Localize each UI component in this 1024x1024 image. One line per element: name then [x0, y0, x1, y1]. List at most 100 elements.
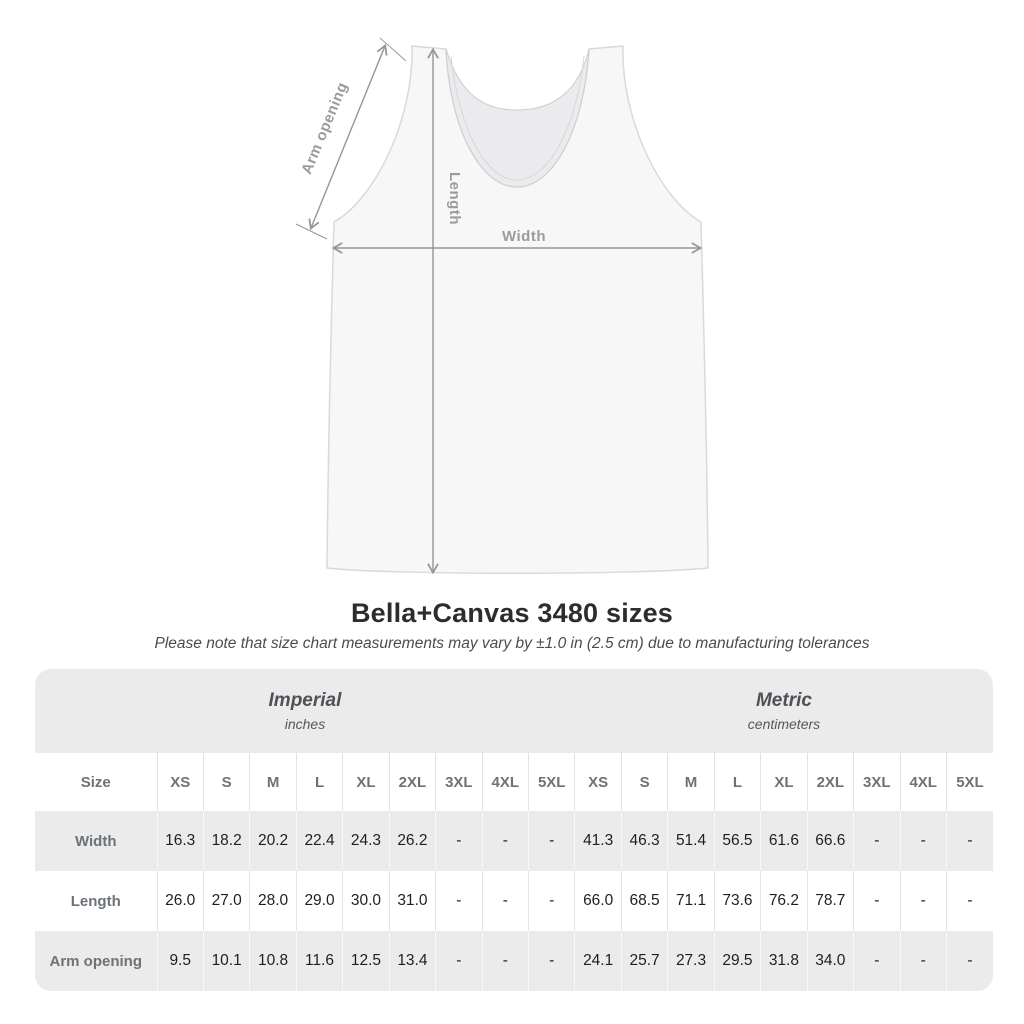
size-header-metric-s: S — [620, 753, 668, 811]
value-cell: 34.0 — [806, 931, 854, 991]
value-cell: 10.8 — [249, 931, 297, 991]
length-dimension-label: Length — [446, 172, 463, 225]
size-header-metric-3xl: 3XL — [853, 753, 900, 811]
neckline-binding — [450, 55, 585, 181]
value-cell: - — [853, 871, 900, 931]
arm-opening-top-tick — [379, 37, 407, 62]
value-cell: 28.0 — [249, 871, 297, 931]
value-cell: - — [481, 811, 529, 871]
value-cell: 9.5 — [156, 931, 204, 991]
tank-top-neck-opening — [445, 48, 590, 188]
value-cell: - — [481, 871, 529, 931]
size-header-metric-l: L — [713, 753, 761, 811]
size-header-metric-2xl: 2XL — [806, 753, 854, 811]
value-cell: - — [899, 871, 947, 931]
value-cell: 31.8 — [760, 931, 808, 991]
value-cell: 24.1 — [574, 931, 622, 991]
page-title: Bella+Canvas 3480 sizes — [350, 598, 674, 628]
value-cell: 27.3 — [667, 931, 715, 991]
metric-label: Metric — [755, 690, 812, 711]
size-table-grid: Imperial inches Metric centimeters Size … — [35, 669, 993, 991]
size-header-imperial-5xl: 5XL — [527, 753, 575, 811]
value-cell: 16.3 — [156, 811, 204, 871]
metric-group-header: Metric centimeters — [574, 669, 993, 753]
row-label: Width — [74, 832, 117, 850]
arm-opening-dimension-label: Arm opening — [298, 80, 351, 177]
size-header-imperial-xs: XS — [156, 753, 204, 811]
value-cell: - — [853, 931, 900, 991]
value-cell: - — [945, 811, 993, 871]
value-cell: 20.2 — [249, 811, 297, 871]
value-cell: 31.0 — [388, 871, 436, 931]
size-column-header: Size — [35, 753, 157, 811]
value-cell: 10.1 — [202, 931, 250, 991]
value-cell: - — [435, 931, 483, 991]
size-header-metric-xs: XS — [574, 753, 622, 811]
value-cell: - — [481, 931, 529, 991]
arm-opening-bottom-tick — [295, 223, 328, 240]
value-cell: - — [527, 931, 575, 991]
value-cell: 51.4 — [667, 811, 715, 871]
metric-units-label: centimeters — [747, 716, 821, 732]
value-cell: - — [945, 871, 993, 931]
table-row: Arm opening 9.5 10.1 10.8 11.6 12.5 13.4- - -24.… — [35, 931, 993, 991]
arm-opening-dimension-arrow — [308, 43, 388, 231]
value-cell: - — [527, 811, 575, 871]
value-cell: - — [435, 811, 483, 871]
size-header-imperial-l: L — [295, 753, 343, 811]
row-label: Length — [70, 892, 121, 910]
width-dimension-label: Width — [502, 228, 546, 245]
row-label: Arm opening — [49, 952, 143, 970]
value-cell: 25.7 — [620, 931, 668, 991]
value-cell: 71.1 — [667, 871, 715, 931]
value-cell: 22.4 — [295, 811, 343, 871]
value-cell: 11.6 — [295, 931, 343, 991]
value-cell: 56.5 — [713, 811, 761, 871]
value-cell: - — [527, 871, 575, 931]
value-cell: 29.0 — [295, 871, 343, 931]
size-header-imperial-xl: XL — [342, 753, 390, 811]
value-cell: 66.6 — [806, 811, 854, 871]
value-cell: 24.3 — [342, 811, 390, 871]
value-cell: 76.2 — [760, 871, 808, 931]
size-header-imperial-4xl: 4XL — [481, 753, 529, 811]
value-cell: - — [899, 811, 947, 871]
value-cell: - — [899, 931, 947, 991]
table-row: Width 16.3 18.2 20.2 22.4 24.3 26.2- - -41.3 46.3… — [35, 811, 993, 871]
value-cell: 26.0 — [156, 871, 204, 931]
imperial-group-header: Imperial inches — [35, 669, 575, 753]
value-cell: 29.5 — [713, 931, 761, 991]
size-header-metric-xl: XL — [760, 753, 808, 811]
size-table: Imperial inches Metric centimeters Size … — [35, 669, 993, 991]
value-cell: - — [945, 931, 993, 991]
value-cell: 12.5 — [342, 931, 390, 991]
value-cell: 61.6 — [760, 811, 808, 871]
value-cell: - — [853, 811, 900, 871]
size-header-imperial-s: S — [202, 753, 250, 811]
size-header-metric-4xl: 4XL — [899, 753, 947, 811]
value-cell: 27.0 — [202, 871, 250, 931]
value-cell: - — [435, 871, 483, 931]
value-cell: 26.2 — [388, 811, 436, 871]
unit-group-row: Imperial inches Metric centimeters — [35, 669, 993, 753]
tolerance-note: Please note that size chart measurements… — [154, 635, 870, 652]
value-cell: 13.4 — [388, 931, 436, 991]
value-cell: 18.2 — [202, 811, 250, 871]
imperial-units-label: inches — [284, 716, 326, 732]
value-cell: 66.0 — [574, 871, 622, 931]
table-row: Length 26.0 27.0 28.0 29.0 30.0 31.0- - -66.0 68.… — [35, 871, 993, 931]
value-cell: 46.3 — [620, 811, 668, 871]
size-header-metric-5xl: 5XL — [945, 753, 993, 811]
size-header-imperial-3xl: 3XL — [435, 753, 483, 811]
value-cell: 68.5 — [620, 871, 668, 931]
size-header-metric-m: M — [667, 753, 715, 811]
value-cell: 78.7 — [806, 871, 854, 931]
size-header-imperial-2xl: 2XL — [388, 753, 436, 811]
value-cell: 41.3 — [574, 811, 622, 871]
size-header-imperial-m: M — [249, 753, 297, 811]
imperial-label: Imperial — [268, 690, 342, 711]
value-cell: 30.0 — [342, 871, 390, 931]
tank-top-illustration: Width Length Arm opening — [295, 37, 709, 575]
size-header-row: Size XS S M L XL 2XL 3XL 4XL 5XL XS S M L XL 2XL 3XL 4XL… — [35, 753, 993, 811]
value-cell: 73.6 — [713, 871, 761, 931]
